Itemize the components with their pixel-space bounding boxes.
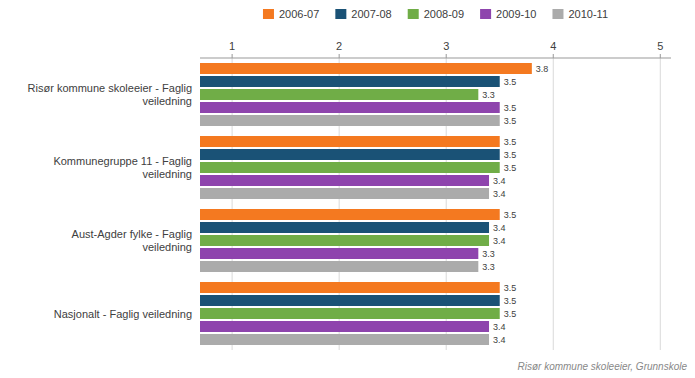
bar <box>200 308 500 319</box>
legend-swatch <box>480 9 491 19</box>
data-label: 3.5 <box>504 163 517 173</box>
category-label-line: veiledning <box>142 95 192 107</box>
data-label: 3.3 <box>482 249 495 259</box>
axis-line <box>200 58 671 59</box>
data-label: 3.5 <box>504 309 517 319</box>
tick-mark <box>553 54 554 58</box>
legend-swatch <box>552 9 563 19</box>
bar <box>200 162 500 173</box>
bar <box>200 282 500 293</box>
legend-label: 2006-07 <box>279 8 319 20</box>
grid-line <box>446 58 447 350</box>
data-label: 3.5 <box>504 210 517 220</box>
legend-label: 2007-08 <box>351 8 391 20</box>
data-label: 3.5 <box>504 283 517 293</box>
bar <box>200 89 478 100</box>
data-label: 3.5 <box>504 103 517 113</box>
bar <box>200 295 500 306</box>
bar <box>200 136 500 147</box>
tick-label: 2 <box>336 40 342 52</box>
legend-item: 2008-09 <box>408 8 464 20</box>
data-label: 3.3 <box>482 262 495 272</box>
chart: 123453.83.53.33.53.53.53.53.53.43.43.53.… <box>0 0 695 378</box>
bar <box>200 209 500 220</box>
data-label: 3.4 <box>493 335 506 345</box>
data-label: 3.4 <box>493 322 506 332</box>
bar <box>200 115 500 126</box>
category-labels: Risør kommune skoleeier - Fagligveiledni… <box>28 82 192 320</box>
legend-item: 2007-08 <box>335 8 391 20</box>
data-label: 3.4 <box>493 223 506 233</box>
grid <box>232 58 660 350</box>
tick-mark <box>446 54 447 58</box>
category-label: Risør kommune skoleeier - Fagligveiledni… <box>28 82 192 107</box>
category-label: Nasjonalt - Faglig veiledning <box>54 308 192 320</box>
data-label: 3.5 <box>504 137 517 147</box>
grid-line <box>232 58 233 350</box>
legend-item: 2006-07 <box>263 8 319 20</box>
category-label-line: veiledning <box>142 241 192 253</box>
legend-swatch <box>408 9 419 19</box>
data-label: 3.5 <box>504 150 517 160</box>
bar <box>200 261 478 272</box>
category-label-line: Nasjonalt - Faglig veiledning <box>54 308 192 320</box>
category-label-line: Aust-Agder fylke - Faglig <box>72 228 192 240</box>
tick-mark <box>660 54 661 58</box>
legend-label: 2010-11 <box>568 8 608 20</box>
data-labels: 3.8 3.5 3.3 3.5 3.5 3.5 3.5 3.5 3.4 3.4 3.5 3.4 3.4 3… <box>482 64 548 345</box>
data-label: 3.5 <box>504 77 517 87</box>
grid-line <box>339 58 340 350</box>
legend-label: 2009-10 <box>496 8 536 20</box>
bar <box>200 175 489 186</box>
category-label-line: Kommunegruppe 11 - Faglig <box>53 155 192 167</box>
bar <box>200 76 500 87</box>
data-label: 3.3 <box>482 90 495 100</box>
category-label: Aust-Agder fylke - Fagligveiledning <box>72 228 192 253</box>
data-label: 3.5 <box>504 296 517 306</box>
bar <box>200 188 489 199</box>
bar <box>200 235 489 246</box>
legend-swatch <box>263 9 274 19</box>
bar <box>200 149 500 160</box>
data-label: 3.4 <box>493 189 506 199</box>
legend-swatch <box>335 9 346 19</box>
category-label: Kommunegruppe 11 - Fagligveiledning <box>53 155 192 180</box>
tick-label: 3 <box>443 40 449 52</box>
legend-label: 2008-09 <box>424 8 464 20</box>
bar <box>200 63 532 74</box>
bar <box>200 102 500 113</box>
data-label: 3.4 <box>493 236 506 246</box>
tick-mark <box>339 54 340 58</box>
tick-label: 1 <box>229 40 235 52</box>
bars <box>200 63 532 345</box>
bar <box>200 222 489 233</box>
subtitle: Risør kommune skoleeier, Grunnskole <box>517 361 687 372</box>
legend-item: 2009-10 <box>480 8 536 20</box>
legend-item: 2010-11 <box>552 8 608 20</box>
data-label: 3.5 <box>504 116 517 126</box>
tick-label: 4 <box>550 40 556 52</box>
bar <box>200 334 489 345</box>
tick-label: 5 <box>657 40 663 52</box>
bar <box>200 321 489 332</box>
category-label-line: Risør kommune skoleeier - Faglig <box>28 82 192 94</box>
grid-line <box>660 58 661 350</box>
tick-mark <box>232 54 233 58</box>
data-label: 3.4 <box>493 176 506 186</box>
data-label: 3.8 <box>536 64 549 74</box>
bar <box>200 248 478 259</box>
x-ticks: 1 2 3 4 5 <box>229 40 663 58</box>
legend: 2006-07 2007-08 2008-09 2009-10 2010-11 <box>263 8 608 20</box>
category-label-line: veiledning <box>142 168 192 180</box>
grid-line <box>553 58 554 350</box>
